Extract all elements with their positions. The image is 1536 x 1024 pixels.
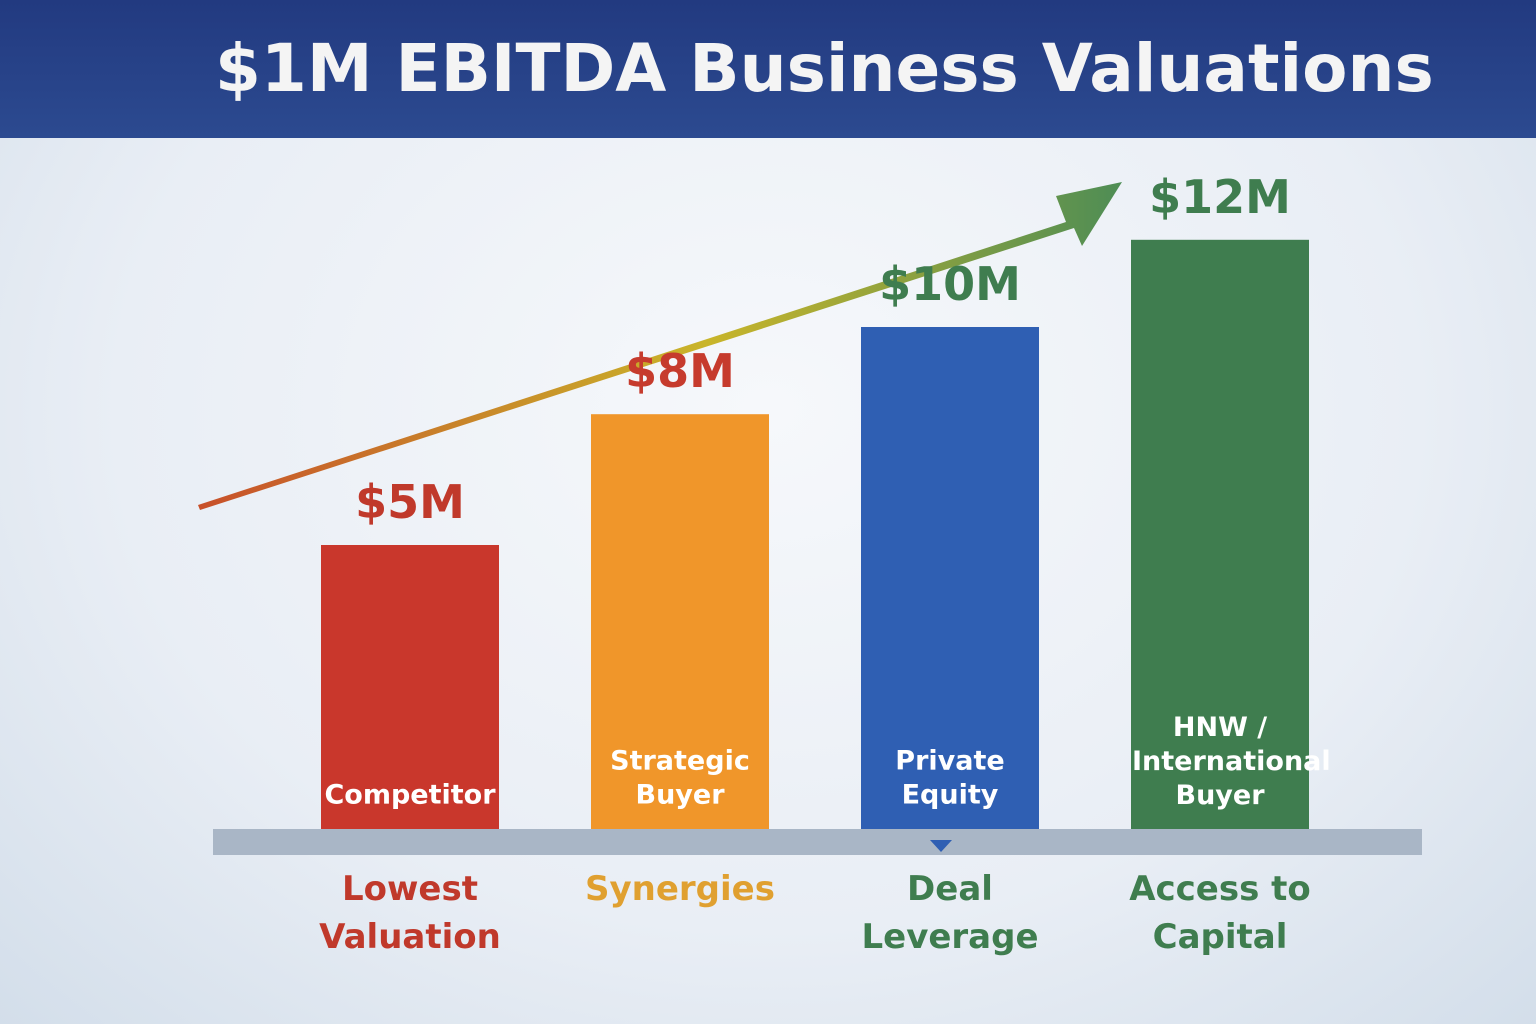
chart-title: $1M EBITDA Business Valuations [215,30,1434,107]
note-label: Synergies [585,869,775,909]
category-label: Strategic Buyer [610,745,750,811]
value-label: $8M [625,344,735,399]
title-banner [0,0,1536,138]
category-label: HNW / International Buyer [1132,711,1331,811]
bar [321,545,499,829]
note-label: Deal Leverage [861,869,1039,957]
trend-arrow [198,182,1122,510]
value-label: $10M [879,257,1021,311]
bar [591,414,769,829]
note-label: Access to Capital [1129,869,1311,957]
bar [861,327,1039,829]
category-label: Competitor [324,779,496,811]
value-label: $12M [1149,169,1291,224]
bar [1131,239,1309,830]
category-label: Private Equity [895,745,1005,811]
pointer [930,840,952,852]
base-shelf [213,829,1422,855]
value-label: $5M [355,475,465,529]
note-label: Lowest Valuation [319,869,501,957]
